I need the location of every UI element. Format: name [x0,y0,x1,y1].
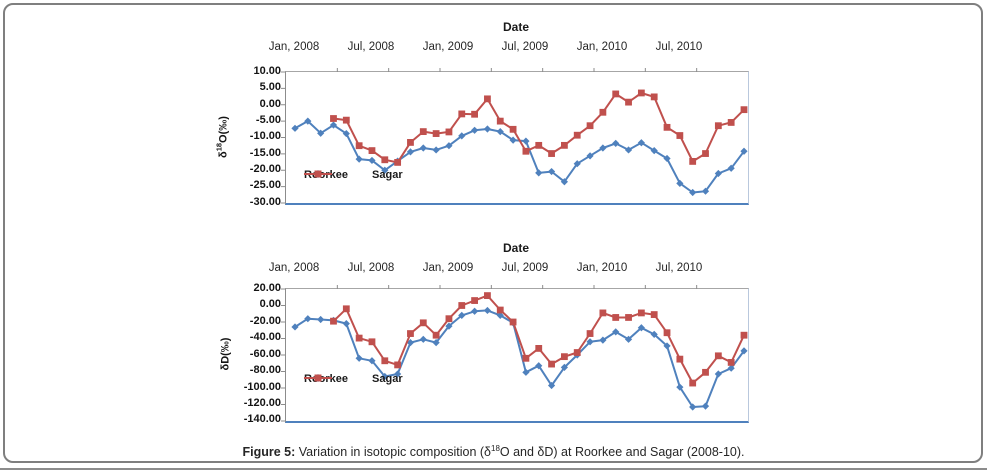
figure-frame [3,3,983,463]
top-x-tick-label: Jan, 2008 [268,41,320,53]
bottom-y-axis-title: δD(‰) [219,337,232,371]
bottom-y-tick-label: -140.00 [243,413,281,425]
top-y-tick-label: -20.00 [249,163,281,175]
bottom-y-tick-label: 0.00 [259,298,281,310]
sagar-line-square-icon [304,170,332,178]
bottom-y-tick-label: -80.00 [249,364,281,376]
top-x-tick-label: Jan, 2010 [576,41,628,53]
top-y-tick-label: 10.00 [253,65,281,77]
top-y-tick-label: 0.00 [259,98,281,110]
top-y-tick-label: -5.00 [255,114,281,126]
top-chart-canvas [281,68,748,204]
bottom-y-tick-label: -120.00 [243,397,281,409]
top-x-tick-label: Jul, 2008 [347,41,395,53]
legend-item-sagar: Sagar [304,169,403,181]
legend-label-sagar: Sagar [372,373,403,385]
top-x-tick-label: Jan, 2009 [422,41,474,53]
bottom-y-tick-label: -100.00 [243,381,281,393]
page-bottom-rule [0,468,987,470]
bottom-y-tick-label: -60.00 [249,348,281,360]
top-x-tick-label: Jul, 2010 [655,41,703,53]
figure-caption: Figure 5: Variation in isotopic composit… [242,444,745,460]
top-y-tick-label: -15.00 [249,147,281,159]
top-x-tick-label: Jul, 2009 [501,41,549,53]
bottom-chart-plot-area: Roorkee Sagar [281,285,749,423]
top-y-tick-label: 5.00 [259,81,281,93]
bottom-x-tick-label: Jul, 2009 [501,262,549,274]
bottom-y-tick-label: -20.00 [249,315,281,327]
bottom-y-tick-label: -40.00 [249,331,281,343]
bottom-x-tick-label: Jul, 2010 [655,262,703,274]
bottom-x-tick-label: Jan, 2010 [576,262,628,274]
bottom-x-tick-label: Jul, 2008 [347,262,395,274]
bottom-chart-canvas [281,285,748,422]
top-y-tick-label: -10.00 [249,130,281,142]
bottom-chart-x-axis-title: Date [502,241,529,255]
bottom-chart-legend: Roorkee Sagar [304,373,403,385]
sagar-line-square-icon [304,374,332,382]
top-chart-legend: Roorkee Sagar [304,169,403,181]
legend-label-sagar: Sagar [372,169,403,181]
bottom-y-tick-label: 20.00 [253,282,281,294]
top-y-tick-label: -25.00 [249,179,281,191]
top-y-tick-label: -30.00 [249,196,281,208]
figure-caption-number: Figure 5: [242,445,296,460]
bottom-x-tick-label: Jan, 2008 [268,262,320,274]
top-y-axis-title: δ18O(‰) [214,116,230,158]
bottom-x-tick-label: Jan, 2009 [422,262,474,274]
top-chart-x-axis-title: Date [502,20,529,34]
legend-item-sagar: Sagar [304,373,403,385]
top-chart-plot-area: Roorkee Sagar [281,68,749,205]
